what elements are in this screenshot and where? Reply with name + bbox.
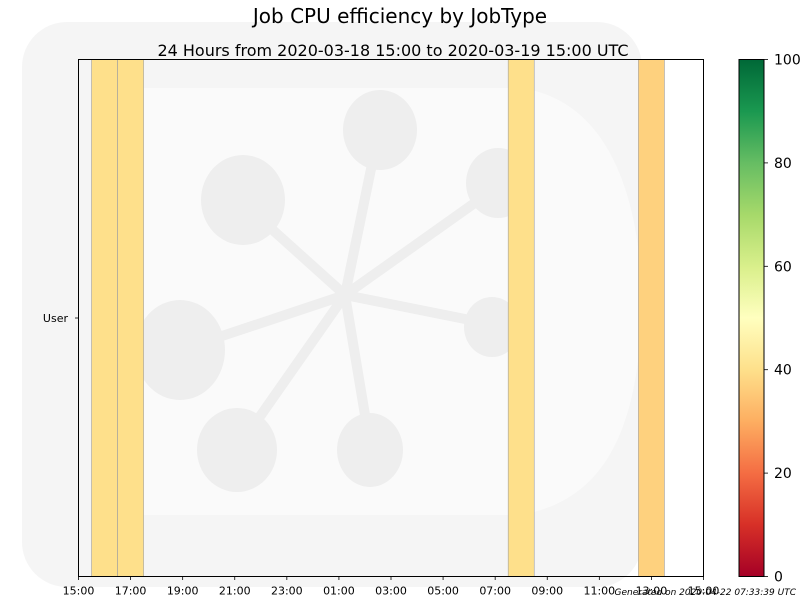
x-tick-label: 15:00 [63, 585, 95, 598]
colorbar-tick-label: 60 [774, 259, 792, 275]
colorbar-tick-label: 100 [774, 53, 800, 69]
x-tick-label: 11:00 [583, 585, 615, 598]
x-axis: 15:00 17:00 19:00 21:00 23:00 01:00 03:00 05:00… [63, 576, 720, 598]
colorbar-axis: 0 20 40 60 80 100 [764, 53, 800, 586]
heatmap-cell [117, 59, 144, 577]
x-tick-label: 19:00 [167, 585, 199, 598]
x-tick-label: 15:00 [688, 585, 720, 598]
generated-footer: Generated on 2020-04-22 07:33:39 UTC [615, 588, 797, 598]
y-axis: User [43, 312, 79, 325]
x-tick-label: 13:00 [636, 585, 668, 598]
colorbar-tick-label: 0 [774, 570, 783, 586]
x-tick-label: 23:00 [271, 585, 303, 598]
heatmap-cell [638, 59, 665, 577]
colorbar [738, 59, 765, 577]
heatmap-cell [91, 59, 118, 577]
x-tick-label: 07:00 [479, 585, 511, 598]
x-tick-label: 01:00 [323, 585, 355, 598]
colorbar-tick-label: 20 [774, 466, 792, 482]
x-tick-label: 21:00 [219, 585, 251, 598]
x-tick-label: 05:00 [427, 585, 459, 598]
colorbar-tick-label: 80 [774, 156, 792, 172]
chart-title: Job CPU efficiency by JobType [251, 4, 547, 28]
x-tick-label: 03:00 [375, 585, 407, 598]
x-tick-label: 09:00 [531, 585, 563, 598]
colorbar-tick-label: 40 [774, 363, 792, 379]
chart-subtitle: 24 Hours from 2020-03-18 15:00 to 2020-0… [157, 41, 628, 60]
x-tick-label: 17:00 [115, 585, 147, 598]
heatmap-cell [507, 59, 535, 577]
y-tick-label: User [43, 312, 69, 325]
